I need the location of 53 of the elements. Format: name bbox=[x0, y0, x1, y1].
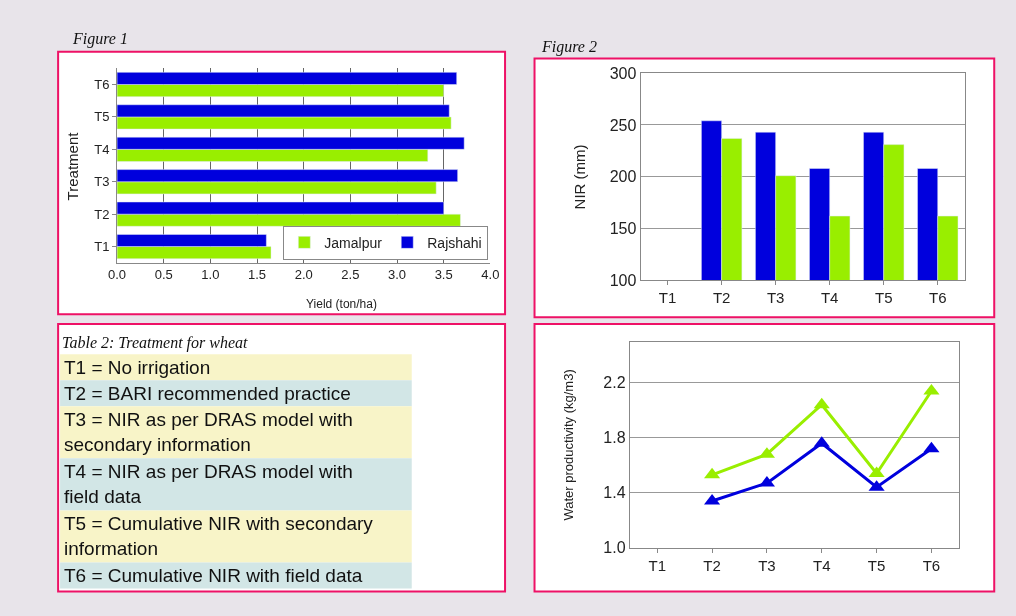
y-tick-label: 150 bbox=[609, 220, 637, 238]
x-tick-label: T6 bbox=[928, 289, 947, 307]
y-axis-title: NIR (mm) bbox=[570, 144, 588, 210]
x-tick-label: T3 bbox=[758, 556, 776, 574]
x-tick-label: T4 bbox=[813, 556, 831, 574]
x-tick-label: T1 bbox=[648, 556, 666, 574]
y-tick-label: 1.8 bbox=[603, 429, 626, 447]
point bbox=[813, 397, 830, 409]
x-tick-label: 1.0 bbox=[201, 267, 220, 283]
text: T2 = BARI recommended practice bbox=[64, 383, 351, 404]
x-tick-label: T5 bbox=[874, 289, 893, 307]
y-tick-label: T4 bbox=[94, 141, 110, 157]
y-tick-label: T6 bbox=[94, 77, 110, 93]
y-tick-label: 100 bbox=[609, 271, 637, 289]
y-tick-label: 200 bbox=[609, 168, 637, 186]
text: T3 = NIR as per DRAS model with secondary information bbox=[64, 409, 353, 455]
x-tick-label: 2.5 bbox=[341, 267, 360, 283]
x-tick-label: T4 bbox=[820, 289, 839, 307]
x-tick-label: T6 bbox=[922, 556, 941, 574]
point bbox=[923, 441, 940, 453]
chart-title: Figure 2 bbox=[541, 38, 597, 56]
legend-label: Rajshahi bbox=[427, 234, 482, 251]
x-tick-label: T1 bbox=[658, 289, 677, 307]
x-tick-label: T3 bbox=[766, 289, 785, 307]
x-tick-label: T2 bbox=[712, 289, 731, 307]
x-tick-label: 4.0 bbox=[481, 267, 500, 283]
x-tick-label: 2.0 bbox=[294, 267, 313, 283]
x-tick-label: T2 bbox=[703, 556, 721, 574]
text: T4 = NIR as per DRAS model with field data bbox=[64, 461, 353, 507]
y-axis-title: Treatment bbox=[64, 131, 82, 201]
x-tick-label: 3.5 bbox=[434, 267, 453, 283]
x-tick-label: T5 bbox=[867, 556, 886, 574]
y-tick-label: 300 bbox=[609, 64, 637, 82]
y-tick-label: T2 bbox=[94, 206, 110, 222]
x-tick-label: 1.5 bbox=[247, 267, 267, 283]
y-tick-label: 1.0 bbox=[603, 539, 626, 557]
x-tick-label: 0.5 bbox=[154, 267, 173, 283]
text: T5 = Cumulative NIR with secondary information bbox=[64, 513, 374, 559]
x-tick-label: 3.0 bbox=[387, 267, 407, 283]
y-tick-label: 2.2 bbox=[603, 374, 626, 392]
y-tick-label: 1.4 bbox=[603, 484, 626, 502]
y-tick-label: T3 bbox=[94, 174, 110, 190]
text: Table 2: Treatment for wheat bbox=[62, 334, 249, 352]
x-axis-title: Yield (ton/ha) bbox=[306, 297, 377, 311]
y-tick-label: T1 bbox=[94, 239, 110, 255]
chart-title: Figure 1 bbox=[72, 30, 128, 48]
text: T1 = No irrigation bbox=[64, 357, 211, 378]
y-tick-label: 250 bbox=[609, 116, 637, 134]
legend-label: Jamalpur bbox=[324, 234, 383, 251]
y-axis-title: Water productivity (kg/m3) bbox=[561, 369, 577, 521]
x-tick-label: 0.0 bbox=[108, 267, 127, 283]
y-tick-label: T5 bbox=[94, 109, 110, 125]
text: T6 = Cumulative NIR with field data bbox=[64, 565, 363, 586]
